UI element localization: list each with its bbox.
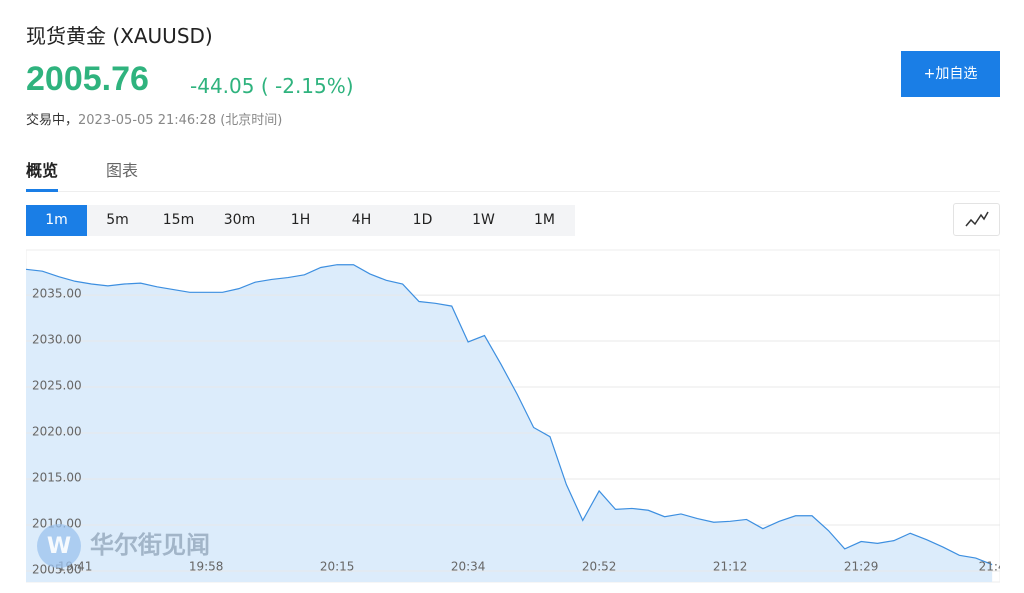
period[interactable]: 4H [351,212,372,228]
y-tick-label: 2020.00 [32,425,82,439]
watermark-text: 华尔街见闻 [90,531,210,559]
title: 现货黄金 (XAUUSD) [26,20,213,49]
period[interactable]: 1H [290,212,311,228]
change-pct: ( -2.15%) [260,74,354,98]
period[interactable]: 15m [162,212,195,228]
periods: 1m 5m 15m 30m 1H 4H 1D 1W 1M [26,205,575,236]
period[interactable]: 1m [26,205,87,236]
period[interactable]: 1M [534,212,555,228]
x-tick-label: 20:34 [451,560,486,574]
symbol: (XAUUSD) [112,24,213,48]
change-abs: -44.05 [190,74,255,98]
tab[interactable]: 图表 [106,161,139,180]
icon [965,211,989,227]
timestamp: 2023-05-05 21:46:28 [78,113,217,128]
y-tick-label: 2025.00 [32,379,82,393]
x-tick-label: 21:29 [844,560,879,574]
y-tick-label: 2030.00 [32,333,82,347]
watermark-w: W [47,534,71,559]
chart-type-button[interactable] [953,203,1000,236]
x-tick-label: 21:4 [979,560,1006,574]
status: 交易中，2023-05-05 21:46:28 (北京时间) [26,109,282,128]
trading: 交易中， [26,113,79,128]
y-tick-label: 2035.00 [32,287,82,301]
name: 现货黄金 [26,24,106,48]
period[interactable]: 1D [412,212,433,228]
x-tick-label: 21:12 [713,560,748,574]
tab[interactable]: 概览 [26,157,59,192]
area-fill [26,264,993,582]
change: -44.05 ( -2.15%) [190,74,354,98]
watermark: W 华尔街见闻 [37,524,210,568]
timezone: (北京时间) [220,113,283,128]
x-tick-label: 20:52 [582,560,617,574]
y-tick-label: 2005.00 [32,562,82,576]
y-tick-label: 2015.00 [32,470,82,484]
x-tick-label: 19:58 [189,560,224,574]
period[interactable]: 30m [223,212,256,228]
period[interactable]: 1W [472,212,495,228]
chart: 2005.002010.002015.002020.002025.002030.… [26,249,1006,583]
watermark-logo [37,524,81,568]
period[interactable]: 5m [106,212,129,228]
tabs: 概览 图表 [26,155,1000,192]
price: 2005.76 [26,60,149,98]
plot: 2005.002010.002015.002020.002025.002030.… [26,249,1006,583]
x-tick-label: 20:15 [320,560,355,574]
price-line [26,264,993,566]
add-watchlist[interactable]: +加自选 [901,51,1000,97]
